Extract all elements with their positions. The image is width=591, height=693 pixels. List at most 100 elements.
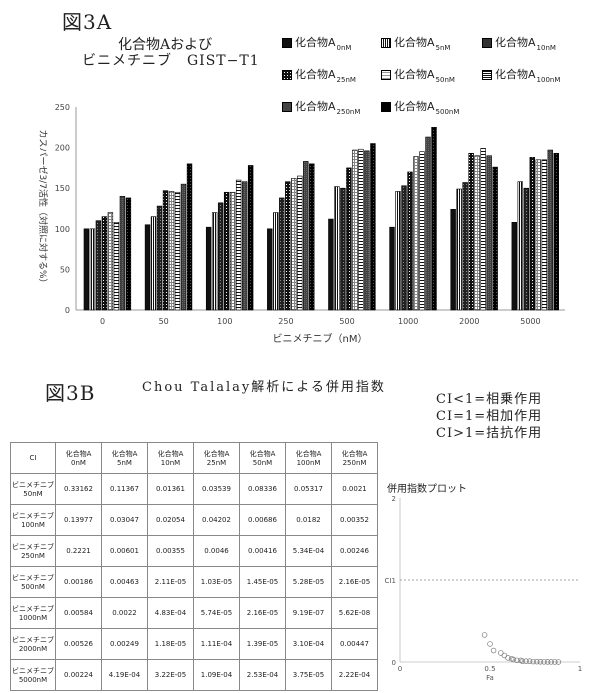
bar bbox=[413, 156, 419, 311]
caspase-bar-chart: 0 50 100 150 200 250 カスパーゼ3/7活性（対照に対する%） 0 50 100… bbox=[37, 103, 565, 345]
plot-y-label: CI bbox=[385, 577, 392, 585]
table-cell: 0.0022 bbox=[101, 597, 148, 629]
legend-label: 化合物A bbox=[394, 36, 435, 49]
table-cell: 0.04202 bbox=[193, 504, 240, 536]
table-cell: 0.01361 bbox=[147, 473, 194, 505]
bar bbox=[474, 155, 480, 311]
legend-label: 化合物A bbox=[394, 68, 435, 81]
bar bbox=[186, 163, 193, 311]
bar bbox=[303, 161, 309, 311]
legend-dose: 100nM bbox=[536, 76, 561, 84]
table-row: ビニメチニブ 100nM 0.13977 0.03047 0.02054 0.04202 0… bbox=[10, 504, 378, 536]
legend-dose: 500nM bbox=[435, 108, 460, 116]
table-cell: 4.19E-04 bbox=[101, 659, 148, 691]
bar bbox=[389, 226, 395, 311]
chart-title-line-1: 化合物Aおよび bbox=[118, 37, 213, 53]
table-row: ビニメチニブ 500nM 0.00186 0.00463 2.11E-05 1.03E-0… bbox=[10, 566, 378, 598]
table-cell: 2.53E-04 bbox=[239, 659, 286, 691]
bar bbox=[346, 167, 352, 311]
bar bbox=[395, 191, 401, 311]
ci-point bbox=[523, 658, 529, 664]
ci-note-synergy: CI<1=相乗作用 bbox=[436, 392, 543, 407]
bar bbox=[309, 163, 315, 311]
table-cell: 0.11367 bbox=[101, 473, 148, 505]
table-cell: 1.09E-04 bbox=[193, 659, 240, 691]
table-cell: 0.00447 bbox=[331, 628, 378, 660]
legend-item: 化合物A5nM bbox=[381, 34, 450, 52]
bar bbox=[468, 152, 474, 311]
table-cell: 0.0046 bbox=[193, 535, 240, 567]
table-cell: 5.74E-05 bbox=[193, 597, 240, 629]
bar bbox=[168, 191, 175, 311]
ci-note-antagonism: CI>1=拮抗作用 bbox=[436, 426, 543, 441]
table-cell: 0.02054 bbox=[147, 504, 194, 536]
legend-swatch bbox=[381, 102, 391, 112]
legend-item: 化合物A100nM bbox=[482, 66, 560, 84]
legend-item: 化合物A10nM bbox=[482, 34, 556, 52]
y-tick-label: 150 bbox=[55, 184, 70, 193]
table-cell: 0.00526 bbox=[55, 628, 102, 660]
bar bbox=[517, 181, 523, 311]
table-cell: 1.18E-05 bbox=[147, 628, 194, 660]
legend-swatch bbox=[282, 38, 292, 48]
bar bbox=[279, 197, 285, 311]
y-tick-label: 100 bbox=[55, 225, 70, 234]
x-tick-label: 100 bbox=[217, 317, 232, 326]
bar bbox=[456, 188, 462, 311]
legend-label: 化合物A bbox=[495, 68, 536, 81]
table-row-header: ビニメチニブ 100nM bbox=[10, 504, 56, 536]
ci-note-additive: CI=1=相加作用 bbox=[436, 409, 543, 424]
y-tick-label: 50 bbox=[60, 265, 70, 274]
bar bbox=[358, 148, 364, 311]
legend-item: 化合物A25nM bbox=[282, 66, 356, 84]
bar bbox=[273, 212, 279, 311]
bar bbox=[235, 179, 242, 311]
legend-swatch bbox=[482, 38, 492, 48]
bar bbox=[144, 224, 151, 311]
table-cell: 0.00584 bbox=[55, 597, 102, 629]
ci-point bbox=[555, 659, 562, 665]
table-cell: 5.28E-05 bbox=[285, 566, 332, 598]
table-cell: 5.34E-04 bbox=[285, 535, 332, 567]
table-cell: 0.03047 bbox=[101, 504, 148, 536]
bar bbox=[291, 178, 297, 311]
bar bbox=[211, 212, 218, 311]
ci-point bbox=[510, 656, 517, 663]
table-cell: 3.22E-05 bbox=[147, 659, 194, 691]
plot-x-tick: 0.5 bbox=[484, 665, 495, 673]
bar bbox=[340, 187, 346, 311]
table-cell: 3.10E-04 bbox=[285, 628, 332, 660]
legend-dose: 25nM bbox=[336, 76, 356, 84]
ci-point bbox=[548, 659, 554, 665]
bar bbox=[419, 151, 425, 311]
legend-label: 化合物A bbox=[394, 100, 435, 113]
table-cell: 0.33162 bbox=[55, 473, 102, 505]
table-row: ビニメチニブ 50nM 0.33162 0.11367 0.01361 0.03539 0.… bbox=[10, 473, 378, 505]
ci-point bbox=[534, 658, 540, 665]
table-cell: 1.11E-04 bbox=[193, 628, 240, 660]
bar bbox=[285, 181, 291, 311]
bar bbox=[450, 209, 456, 311]
table-cell: 0.2221 bbox=[55, 535, 102, 567]
bar bbox=[401, 185, 407, 311]
legend-dose: 0nM bbox=[336, 44, 352, 52]
legend-dose: 50nM bbox=[435, 76, 455, 84]
chart-title-line-2: ビニメチニブ GIST−T1 bbox=[82, 53, 260, 69]
legend-swatch bbox=[381, 70, 391, 80]
ci-point bbox=[526, 658, 533, 664]
table-row-header: ビニメチニブ 500nM bbox=[10, 566, 56, 598]
bar bbox=[101, 216, 108, 311]
bar bbox=[95, 220, 102, 311]
bar bbox=[523, 187, 529, 311]
table-cell: 0.00224 bbox=[55, 659, 102, 691]
table-cell: 0.00463 bbox=[101, 566, 148, 598]
table-cell: 1.45E-05 bbox=[239, 566, 286, 598]
bar bbox=[156, 205, 163, 311]
table-cell: 4.83E-04 bbox=[147, 597, 194, 629]
table-cell: 0.00246 bbox=[331, 535, 378, 567]
table-row-header: ビニメチニブ 250nM bbox=[10, 535, 56, 567]
table-cell: 2.16E-05 bbox=[331, 566, 378, 598]
bar bbox=[352, 149, 358, 311]
bar bbox=[241, 181, 248, 311]
legend-swatch bbox=[381, 38, 391, 48]
